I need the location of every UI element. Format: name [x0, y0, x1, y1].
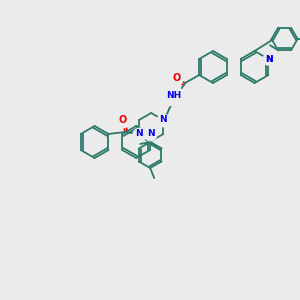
- Text: O: O: [172, 73, 180, 83]
- Text: N: N: [135, 130, 143, 139]
- Text: N: N: [266, 55, 273, 64]
- Text: N: N: [266, 55, 273, 64]
- Text: O: O: [119, 115, 127, 125]
- Text: NH: NH: [167, 92, 182, 100]
- Text: N: N: [147, 130, 155, 139]
- Text: N: N: [160, 116, 167, 124]
